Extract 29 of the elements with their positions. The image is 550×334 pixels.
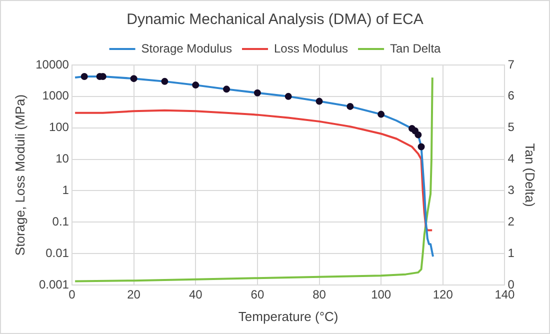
x-tick-label: 60 [250,288,264,302]
legend-label: Tan Delta [390,41,442,56]
y-tick-label: 1 [62,183,70,198]
x-tick-label: 20 [127,288,141,302]
y-tick-label: 10 [56,152,70,166]
y2-tick-label: 5 [508,120,515,134]
y-tick-label: 1000 [42,88,70,103]
x-tick-label: 80 [312,288,326,302]
x-tick-label: 40 [188,288,203,302]
y2-tick-label: 4 [508,152,515,166]
chart-title: Dynamic Mechanical Analysis (DMA) of ECA [126,11,424,28]
legend-label: Storage Modulus [141,41,232,56]
y-tick-label: 10000 [36,57,70,72]
legend-label: Loss Modulus [274,41,348,56]
y-tick-label: 100 [48,120,70,134]
x-tick-label: 120 [432,288,454,302]
x-tick-label: 100 [371,288,392,302]
y2-tick-label: 1 [508,246,515,260]
y2-tick-label: 6 [508,88,515,103]
y-tick-label: 0.001 [38,277,70,292]
x-tick-label: 0 [68,288,76,302]
y-tick-label: 0.01 [46,246,70,260]
y2-tick-label: 2 [508,214,515,228]
y2-axis-title: Tan (Delta) [522,143,538,207]
y-axis-title: Storage, Loss Moduli (MPa) [12,94,28,256]
y2-tick-label: 3 [508,183,515,198]
x-axis-title: Temperature (°C) [238,308,338,324]
y2-tick-label: 7 [508,57,515,72]
y-tick-label: 0.1 [52,214,70,228]
